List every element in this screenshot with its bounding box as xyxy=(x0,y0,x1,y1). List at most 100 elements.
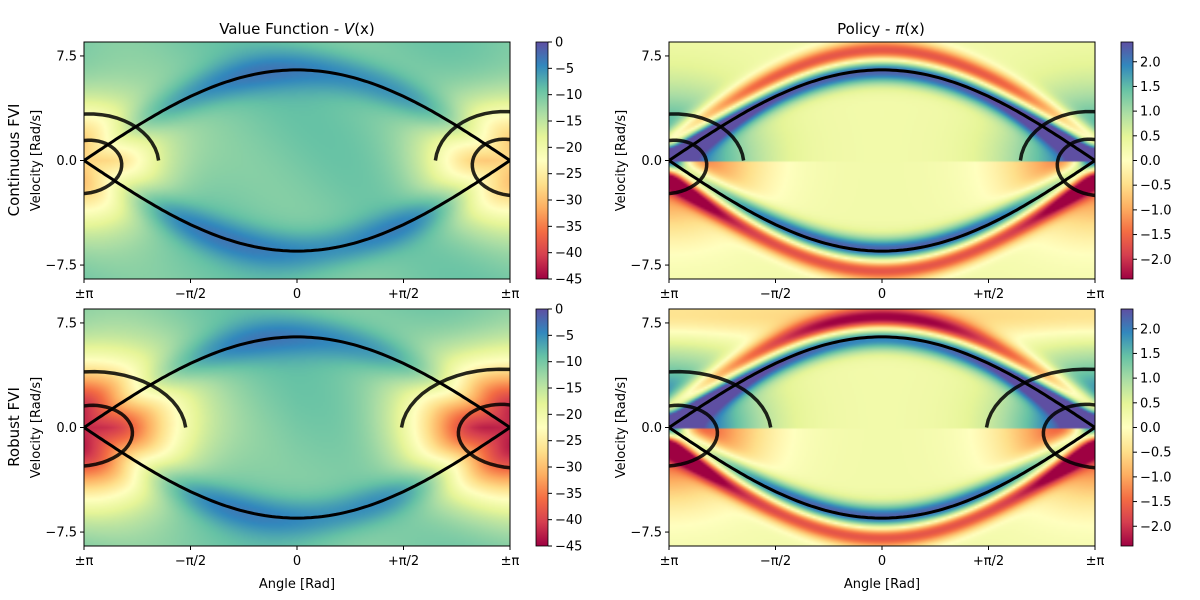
y-tick-label: 0.0 xyxy=(641,154,662,169)
colorbar-tick-label: −5 xyxy=(555,62,574,77)
colorbar-tick-label: −20 xyxy=(555,408,582,423)
y-tick-label: 7.5 xyxy=(56,49,77,64)
colorbar-tick-label: 0 xyxy=(555,36,563,51)
y-axis-label: Velocity [Rad/s] xyxy=(29,110,44,211)
colorbar xyxy=(535,308,549,547)
colorbar-tick-label: −30 xyxy=(555,194,582,209)
colorbar-tick-label: 0 xyxy=(555,303,563,318)
y-tick-label: −7.5 xyxy=(630,259,662,274)
col-title-0: Value Function - V(x) xyxy=(219,20,375,38)
colorbar-tick-label: −20 xyxy=(555,141,582,156)
panel-0: ±π −π/2 0 +π/2 ±π 7.5 0.0 −7.5 Velocity [Rad/s] 0… xyxy=(29,36,582,303)
colorbar-tick-label: 1.0 xyxy=(1140,372,1161,387)
colorbar-tick-label: −35 xyxy=(555,487,582,502)
trajectory-group xyxy=(84,68,510,253)
x-tick-label: −π/2 xyxy=(760,287,791,302)
y-tick-label: 7.5 xyxy=(641,316,662,331)
colorbar-tick-label: −5 xyxy=(555,329,574,344)
colorbar-tick-label: −2.0 xyxy=(1140,520,1172,535)
panel-1: ±π −π/2 0 +π/2 ±π 7.5 0.0 −7.5 Velocity [Rad/s] 2… xyxy=(614,41,1172,302)
x-tick-label: ±π xyxy=(660,287,679,302)
colorbar-tick-label: −0.5 xyxy=(1140,446,1172,461)
colorbar-tick-label: −25 xyxy=(555,167,582,182)
x-tick-label: −π/2 xyxy=(175,287,206,302)
colorbar-tick-label: −10 xyxy=(555,88,582,103)
colorbar-tick-label: 1.5 xyxy=(1140,347,1161,362)
x-tick-label: 0 xyxy=(293,554,301,569)
colorbar-tick-label: −1.5 xyxy=(1140,228,1172,243)
colorbar-tick-label: −25 xyxy=(555,434,582,449)
y-axis-label: Velocity [Rad/s] xyxy=(614,377,629,478)
x-tick-label: +π/2 xyxy=(388,287,419,302)
separatrix-upper xyxy=(84,68,510,162)
x-tick-label: +π/2 xyxy=(973,554,1004,569)
trajectory-spiral-1 xyxy=(399,367,510,470)
y-tick-label: 0.0 xyxy=(56,154,77,169)
colorbar xyxy=(535,41,549,280)
y-tick-label: −7.5 xyxy=(630,526,662,541)
colorbar xyxy=(1120,41,1134,280)
trajectory-spiral-0 xyxy=(84,112,161,196)
panel-3: ±π −π/2 0 +π/2 ±π 7.5 0.0 −7.5 Velocity [Rad/s] A… xyxy=(614,308,1172,592)
separatrix-upper xyxy=(669,68,1095,162)
separatrix-lower xyxy=(84,426,510,520)
trajectory-spiral-0 xyxy=(669,369,773,468)
y-tick-label: −7.5 xyxy=(45,259,77,274)
separatrix-lower xyxy=(669,426,1095,520)
heatmap-image xyxy=(669,309,1095,546)
colorbar-tick-label: 1.0 xyxy=(1140,105,1161,120)
colorbar-tick-label: −2.0 xyxy=(1140,253,1172,268)
x-axis-label: Angle [Rad] xyxy=(844,577,920,592)
x-tick-label: 0 xyxy=(878,554,886,569)
panel-2: ±π −π/2 0 +π/2 ±π 7.5 0.0 −7.5 Velocity [Rad/s] A… xyxy=(29,303,582,593)
colorbar-tick-label: 2.0 xyxy=(1140,322,1161,337)
colorbar-tick-label: −15 xyxy=(555,115,582,130)
colorbar-tick-label: 0.0 xyxy=(1140,421,1161,436)
trajectory-group xyxy=(669,68,1095,253)
colorbar-tick-label: −0.5 xyxy=(1140,179,1172,194)
trajectory-spiral-0 xyxy=(669,112,746,196)
x-tick-label: +π/2 xyxy=(973,287,1004,302)
colorbar-tick-label: −30 xyxy=(555,461,582,476)
trajectory-spiral-1 xyxy=(984,367,1095,470)
x-tick-label: 0 xyxy=(293,287,301,302)
trajectory-group xyxy=(669,335,1095,520)
y-tick-label: −7.5 xyxy=(45,526,77,541)
x-tick-label: −π/2 xyxy=(760,554,791,569)
colorbar-tick-label: 2.0 xyxy=(1140,55,1161,70)
row-label-0: Continuous FVI xyxy=(5,104,23,217)
colorbar-tick-label: 0.5 xyxy=(1140,396,1161,411)
heatmap-image xyxy=(84,42,510,279)
y-tick-label: 0.0 xyxy=(641,421,662,436)
colorbar-tick-label: −45 xyxy=(555,540,582,555)
colorbar-tick-label: 0.5 xyxy=(1140,129,1161,144)
heatmap-image xyxy=(669,42,1095,279)
trajectory-group xyxy=(84,335,510,520)
x-axis-label: Angle [Rad] xyxy=(259,577,335,592)
colorbar-tick-label: 0.0 xyxy=(1140,154,1161,169)
row-label-1: Robust FVI xyxy=(5,387,23,467)
y-tick-label: 7.5 xyxy=(641,49,662,64)
colorbar-tick-label: −1.0 xyxy=(1140,470,1172,485)
trajectory-spiral-0 xyxy=(84,369,188,468)
panels: ±π −π/2 0 +π/2 ±π 7.5 0.0 −7.5 Velocity [Rad/s] 0… xyxy=(29,36,1172,593)
col-title-1: Policy - π(x) xyxy=(837,20,925,38)
x-tick-label: −π/2 xyxy=(175,554,206,569)
y-tick-label: 0.0 xyxy=(56,421,77,436)
x-tick-label: ±π xyxy=(660,554,679,569)
separatrix-lower xyxy=(669,159,1095,253)
colorbar-tick-label: −1.5 xyxy=(1140,495,1172,510)
x-tick-label: ±π xyxy=(1086,287,1105,302)
heatmap-image xyxy=(84,309,510,546)
colorbar-tick-label: −15 xyxy=(555,382,582,397)
y-tick-label: 7.5 xyxy=(56,316,77,331)
colorbar-tick-label: −10 xyxy=(555,355,582,370)
trajectory-spiral-1 xyxy=(433,109,510,198)
trajectory-spiral-1 xyxy=(1018,109,1095,198)
colorbar-tick-label: −45 xyxy=(555,273,582,288)
x-tick-label: ±π xyxy=(1086,554,1105,569)
y-axis-label: Velocity [Rad/s] xyxy=(29,377,44,478)
x-tick-label: ±π xyxy=(501,287,520,302)
colorbar-tick-label: −35 xyxy=(555,220,582,235)
